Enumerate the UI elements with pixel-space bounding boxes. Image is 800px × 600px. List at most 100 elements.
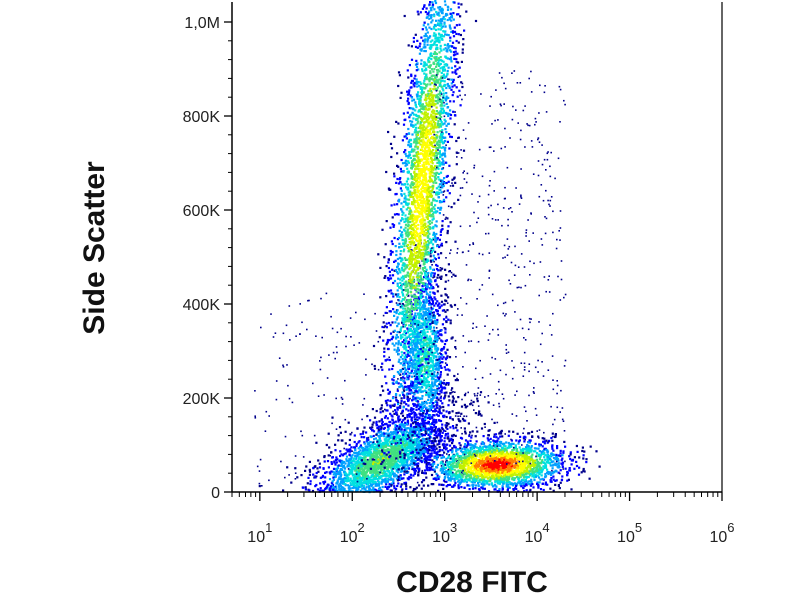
event-dot: [424, 296, 427, 299]
event-dot: [458, 419, 461, 422]
event-dot: [426, 278, 429, 281]
event-dot: [454, 274, 457, 277]
event-dot: [444, 331, 447, 334]
event-dot: [406, 163, 409, 166]
event-dot: [386, 409, 389, 412]
event-dot: [420, 36, 423, 39]
event-dot: [415, 356, 418, 359]
event-dot: [422, 161, 425, 164]
event-dot: [403, 244, 406, 248]
event-dot: [364, 445, 367, 448]
event-dot: [339, 474, 342, 477]
event-dot: [363, 487, 366, 490]
event-dot: [440, 277, 443, 280]
event-dot: [449, 426, 452, 429]
event-dot: [444, 339, 447, 343]
event-dot: [401, 279, 404, 282]
event-dot: [401, 367, 404, 370]
event-dot: [413, 241, 416, 244]
event-dot: [367, 461, 370, 464]
event-dot: [362, 448, 365, 451]
event-dot: [360, 467, 364, 470]
event-dot: [409, 351, 412, 354]
event-dot: [439, 396, 442, 399]
event-dot: [323, 460, 326, 463]
event-dot: [380, 434, 383, 437]
event-dot: [398, 358, 401, 361]
event-dot: [413, 444, 416, 447]
event-dot: [331, 416, 334, 419]
event-dot: [434, 224, 437, 227]
event-dot: [377, 446, 380, 449]
event-dot: [413, 450, 416, 453]
event-dot: [406, 461, 409, 464]
event-dot: [410, 408, 413, 411]
event-dot: [431, 162, 434, 165]
event-dot: [437, 352, 440, 355]
event-dot: [359, 449, 362, 452]
event-dot: [370, 475, 373, 478]
event-dot: [457, 396, 460, 399]
event-dot: [358, 463, 361, 466]
event-dot: [426, 141, 429, 144]
event-dot: [455, 426, 458, 429]
event-dot: [425, 371, 428, 374]
event-dot: [417, 170, 421, 173]
event-dot: [381, 368, 384, 371]
event-dot: [334, 463, 337, 466]
event-dot: [435, 432, 438, 435]
event-dot: [452, 31, 455, 34]
event-dot: [443, 0, 447, 3]
event-dot: [452, 273, 455, 276]
event-dot: [347, 489, 351, 492]
event-dot: [420, 390, 423, 393]
event-dot: [375, 454, 378, 457]
event-dot: [308, 473, 311, 476]
event-dot: [424, 416, 427, 419]
event-dot: [424, 419, 427, 422]
event-dot: [411, 120, 414, 123]
event-dot: [433, 383, 437, 386]
event-dot: [423, 333, 426, 336]
event-dot: [395, 432, 398, 435]
event-dot: [438, 366, 441, 369]
event-dot: [418, 183, 421, 187]
event-dot: [445, 426, 448, 429]
event-dot: [384, 458, 388, 461]
event-dot: [398, 478, 401, 481]
event-dot: [418, 348, 421, 351]
event-dot: [415, 296, 418, 299]
event-dot: [406, 463, 409, 466]
event-dot: [412, 359, 415, 362]
event-dot: [371, 408, 374, 411]
event-dot: [439, 356, 442, 359]
event-dot: [307, 476, 310, 479]
event-dot: [364, 466, 367, 469]
event-dot: [394, 429, 397, 432]
event-dot: [400, 285, 403, 288]
event-dot: [409, 113, 412, 116]
event-dot: [409, 439, 412, 442]
event-dot: [396, 484, 399, 488]
event-dot: [443, 451, 446, 454]
event-dot: [409, 266, 412, 269]
event-dot: [438, 405, 441, 408]
event-dot: [417, 116, 420, 119]
event-dot: [384, 311, 387, 314]
event-dot: [357, 470, 360, 473]
event-dot: [429, 337, 433, 340]
event-dot: [427, 422, 430, 425]
event-dot: [418, 334, 421, 337]
event-dot: [402, 294, 405, 297]
event-dot: [434, 400, 437, 404]
event-dot: [418, 397, 421, 400]
event-dot: [419, 403, 422, 406]
event-dot: [356, 484, 359, 487]
event-dot: [433, 317, 436, 320]
event-dot: [374, 446, 377, 449]
event-dot: [424, 432, 428, 435]
event-dot: [429, 291, 432, 294]
event-dot: [450, 305, 453, 308]
event-dot: [368, 489, 371, 492]
event-dot: [452, 433, 455, 437]
